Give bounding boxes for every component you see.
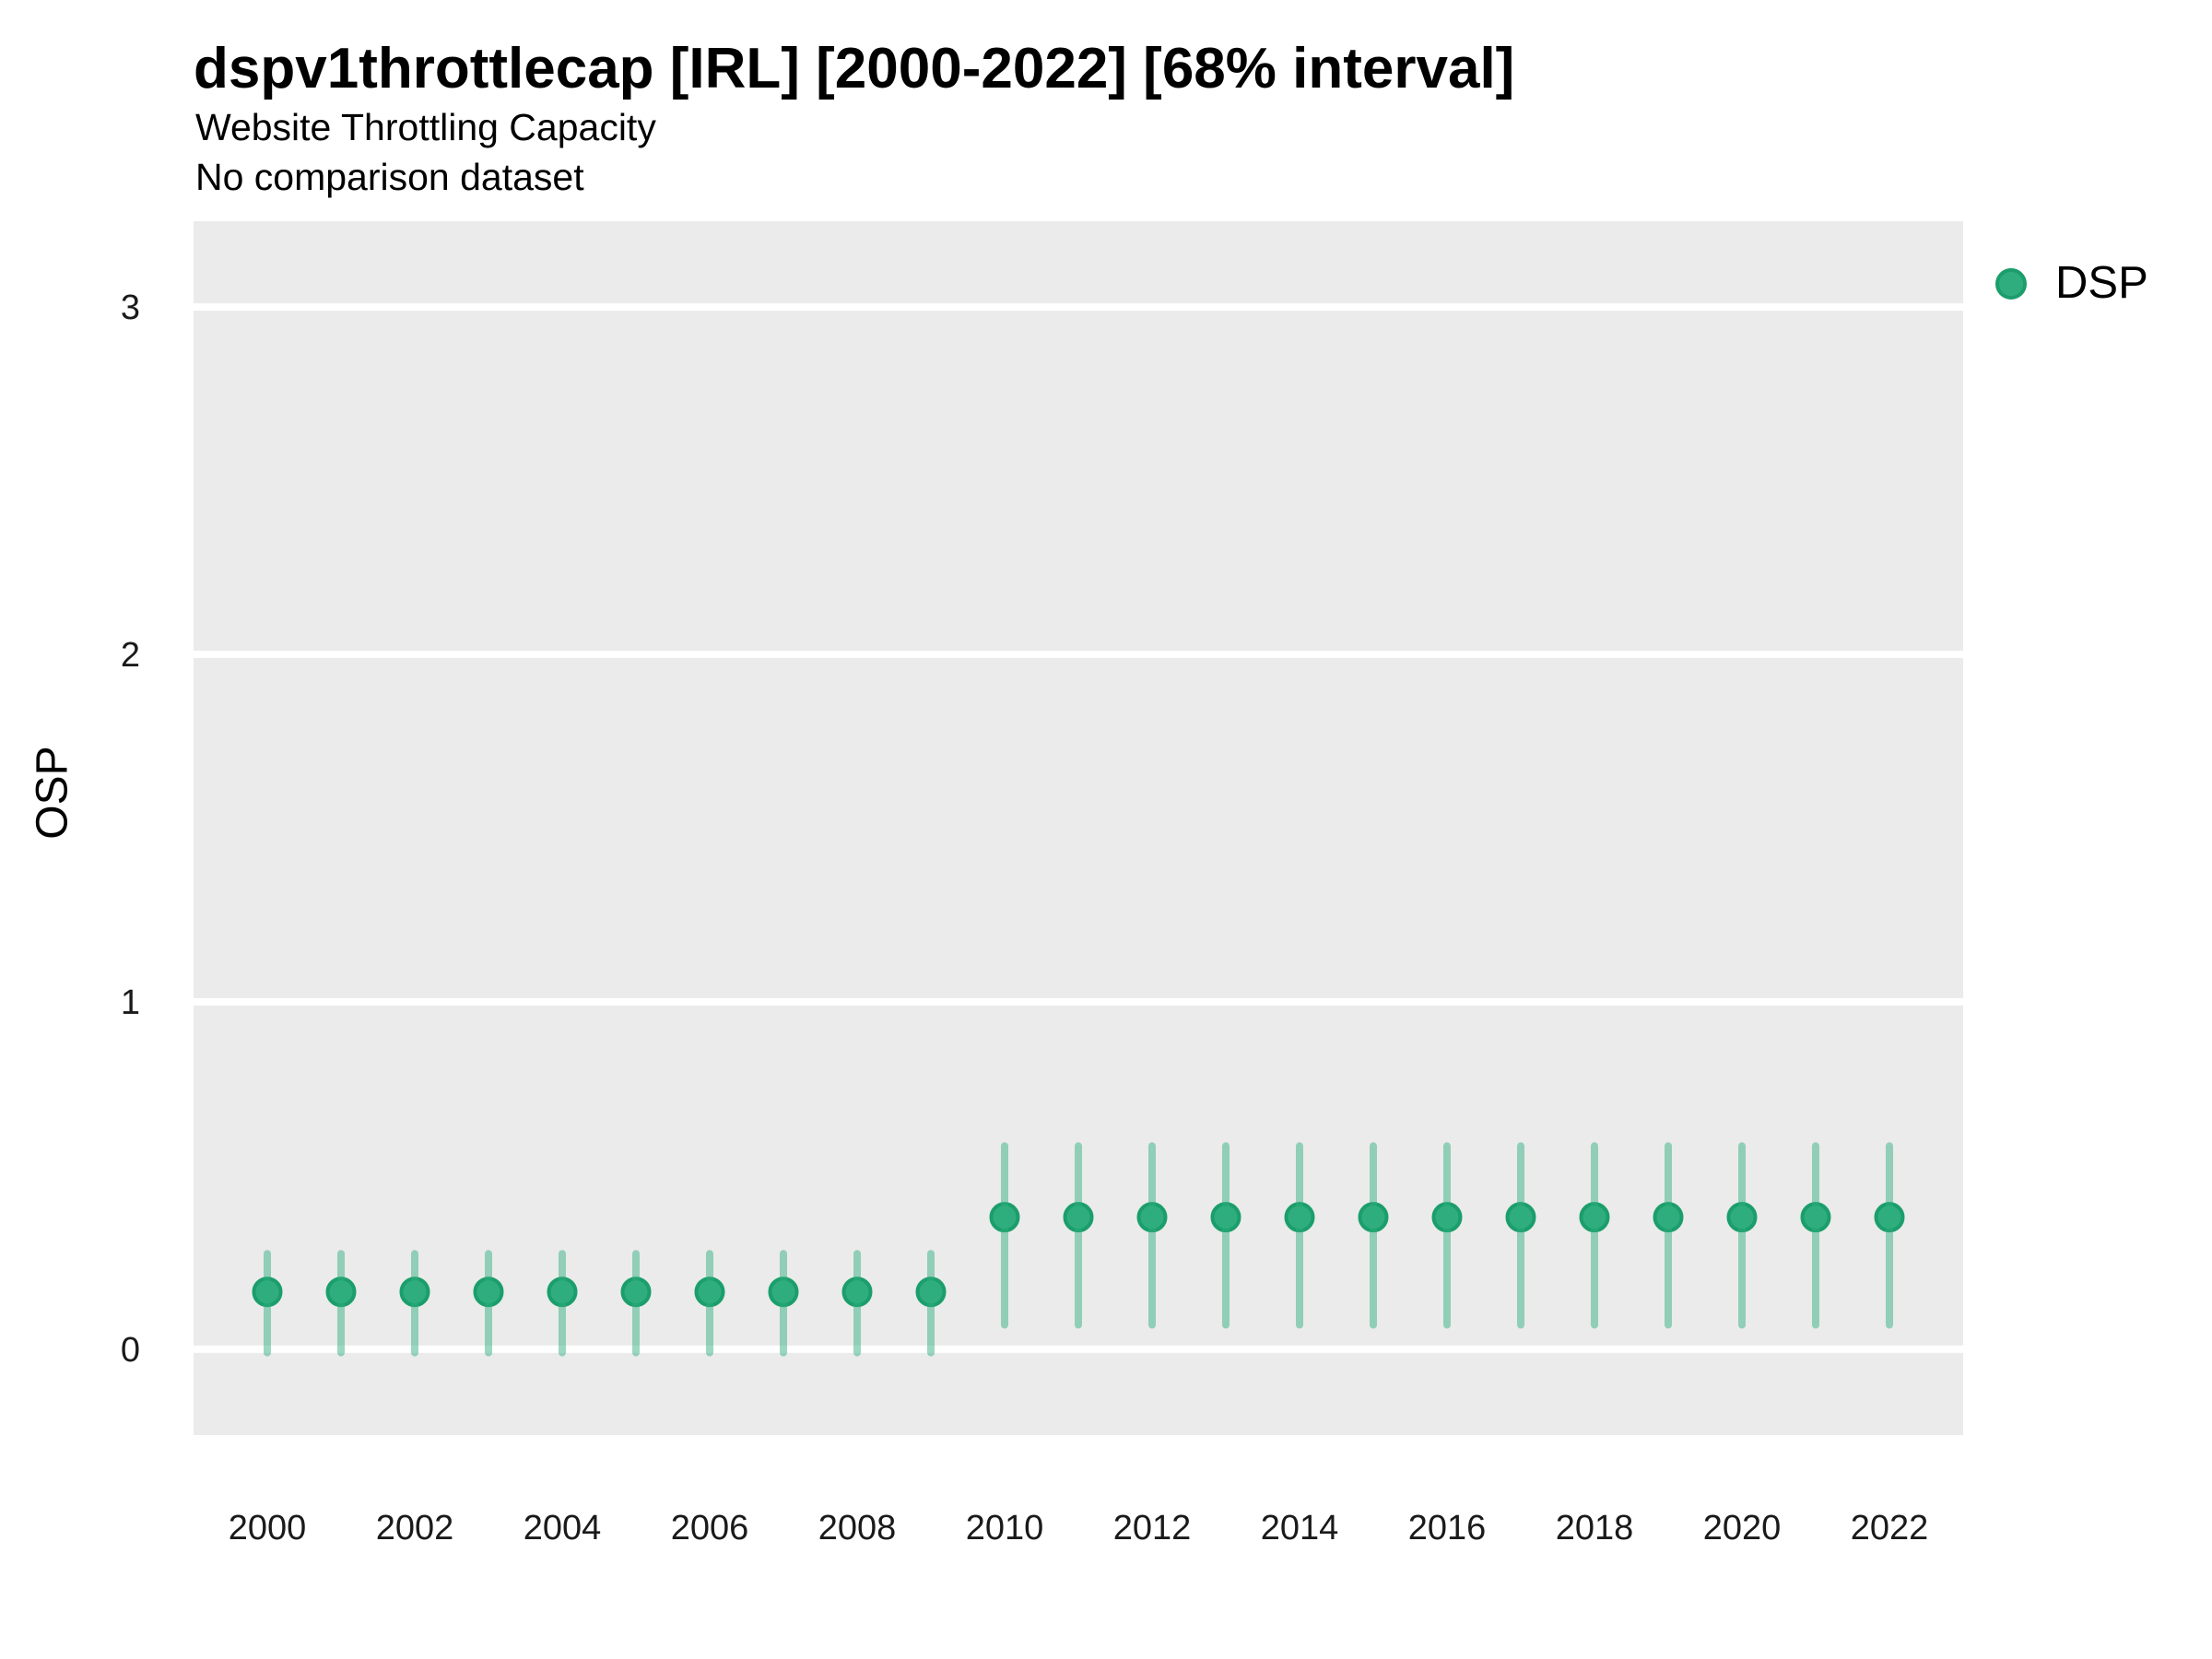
y-tick-label-1: 1 — [121, 983, 140, 1022]
x-tick-label-2020: 2020 — [1703, 1509, 1782, 1547]
legend-point-icon — [1995, 267, 2027, 300]
data-point-2017 — [1505, 1202, 1536, 1233]
legend: DSP — [1995, 261, 2148, 306]
x-tick-label-2016: 2016 — [1408, 1509, 1487, 1547]
chart-note: No comparison dataset — [195, 156, 584, 198]
y-tick-label-3: 3 — [121, 288, 140, 327]
data-point-2022 — [1874, 1202, 1905, 1233]
y-tick-label-2: 2 — [121, 636, 140, 675]
data-point-2009 — [915, 1277, 947, 1308]
data-point-2008 — [841, 1277, 873, 1308]
plot-panel — [194, 221, 1963, 1435]
data-point-2020 — [1726, 1202, 1758, 1233]
data-point-2005 — [620, 1277, 652, 1308]
chart-title: dspv1throttlecap [IRL] [2000-2022] [68% … — [194, 37, 1515, 100]
data-point-2011 — [1063, 1202, 1094, 1233]
data-point-2013 — [1210, 1202, 1241, 1233]
data-point-2015 — [1358, 1202, 1389, 1233]
x-tick-label-2004: 2004 — [524, 1509, 602, 1547]
x-tick-label-2022: 2022 — [1851, 1509, 1929, 1547]
data-point-2000 — [252, 1277, 283, 1308]
data-point-2007 — [768, 1277, 799, 1308]
data-point-2018 — [1579, 1202, 1610, 1233]
data-point-2001 — [325, 1277, 357, 1308]
data-point-2016 — [1431, 1202, 1463, 1233]
data-point-2014 — [1284, 1202, 1315, 1233]
x-tick-label-2002: 2002 — [376, 1509, 454, 1547]
x-tick-label-2012: 2012 — [1113, 1509, 1192, 1547]
x-tick-label-2000: 2000 — [229, 1509, 307, 1547]
data-point-2003 — [473, 1277, 504, 1308]
x-tick-label-2018: 2018 — [1556, 1509, 1634, 1547]
data-point-2012 — [1136, 1202, 1168, 1233]
x-tick-label-2010: 2010 — [966, 1509, 1044, 1547]
chart-subtitle: Website Throttling Capacity — [195, 106, 656, 148]
legend-label: DSP — [2055, 258, 2148, 308]
data-point-2004 — [547, 1277, 578, 1308]
x-tick-label-2008: 2008 — [818, 1509, 897, 1547]
y-tick-label-0: 0 — [121, 1331, 140, 1370]
data-point-2002 — [399, 1277, 430, 1308]
x-tick-label-2006: 2006 — [671, 1509, 749, 1547]
data-point-2010 — [989, 1202, 1020, 1233]
data-point-2021 — [1800, 1202, 1831, 1233]
data-point-2006 — [694, 1277, 725, 1308]
data-point-2019 — [1653, 1202, 1684, 1233]
x-tick-label-2014: 2014 — [1261, 1509, 1339, 1547]
